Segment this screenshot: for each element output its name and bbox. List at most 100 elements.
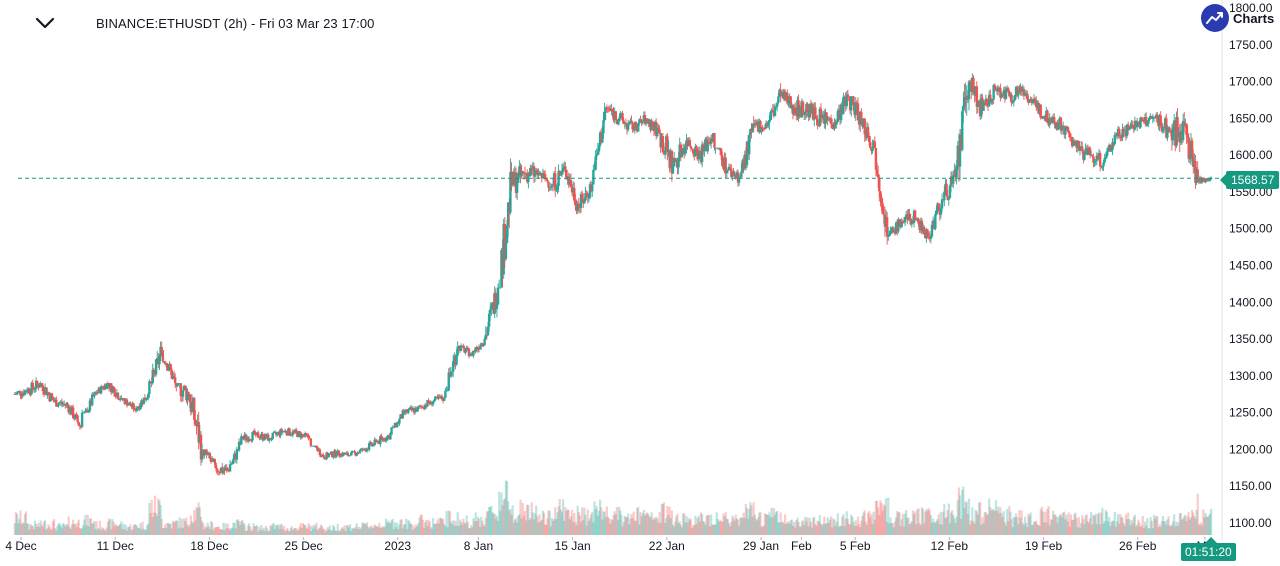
volume-bar [470, 525, 473, 535]
volume-bar [761, 526, 764, 535]
volume-bar [668, 506, 671, 535]
volume-bar [101, 527, 104, 535]
price-tick-label: 1750.00 [1229, 38, 1273, 52]
candle-body [16, 391, 20, 393]
volume-bar [1196, 493, 1199, 535]
volume-bar [1198, 525, 1202, 535]
volume-bar [574, 521, 577, 535]
volume-bar [116, 526, 120, 535]
volume-bar [180, 518, 183, 535]
candle-body [546, 179, 549, 182]
volume-bar [1095, 523, 1098, 535]
volume-bar [1160, 521, 1163, 535]
candle-body [268, 438, 271, 441]
candle-body [670, 150, 674, 174]
volume-bar [347, 527, 351, 535]
volume-bar [211, 522, 214, 535]
volume-bar [661, 504, 664, 535]
volume-bar [801, 520, 805, 535]
candle-body [467, 348, 471, 357]
volume-bar [1133, 514, 1137, 535]
volume-bar [527, 504, 530, 535]
candle-body [240, 436, 243, 445]
candle-body [37, 384, 40, 388]
candle-body [856, 103, 860, 120]
volume-bar [784, 514, 787, 535]
volume-bar [207, 526, 210, 535]
volume-bar [852, 521, 855, 535]
volume-bar [788, 523, 791, 535]
volume-bar [1043, 522, 1046, 535]
candle-body [764, 123, 768, 129]
volume-bar [623, 515, 626, 535]
volume-bar [242, 523, 245, 535]
candle-body [958, 134, 962, 167]
chevron-down-icon[interactable] [34, 12, 56, 34]
volume-bars [13, 480, 1213, 535]
volume-bar [414, 528, 417, 535]
candle-body [727, 166, 731, 171]
volume-bar [909, 523, 912, 535]
candle-body [94, 392, 97, 395]
candle-body [261, 433, 264, 440]
candle-body [395, 422, 399, 428]
volume-bar [1029, 512, 1032, 535]
volume-bar [791, 525, 795, 535]
candle-body [301, 434, 305, 436]
volume-bar [577, 512, 580, 535]
volume-bar [255, 525, 259, 535]
volume-bar [326, 527, 329, 535]
volume-bar [570, 510, 574, 535]
volume-bar [539, 521, 542, 535]
candle-body [976, 102, 980, 107]
candle-body [680, 151, 684, 157]
volume-bar [70, 524, 74, 535]
volume-bar [620, 514, 623, 535]
volume-bar [566, 509, 569, 535]
volume-bar [1031, 524, 1034, 535]
volume-bar [262, 527, 265, 535]
volume-bar [278, 528, 281, 535]
candle-body [1162, 127, 1166, 129]
candle-body [76, 415, 79, 423]
volume-bar [185, 517, 188, 535]
volume-bar [1115, 521, 1119, 535]
candle-body [1088, 148, 1092, 156]
time-tick-label: 11 Dec [97, 539, 134, 553]
brand-logo[interactable]: Charts [1201, 4, 1274, 32]
volume-bar [1197, 523, 1200, 535]
candle-body [762, 127, 766, 129]
volume-bar [148, 503, 151, 535]
volume-bar [1184, 514, 1187, 535]
volume-bar [678, 521, 681, 535]
candle-body [57, 403, 60, 406]
volume-bar [1059, 513, 1063, 535]
volume-bar [751, 516, 754, 535]
volume-bar [781, 521, 784, 535]
volume-bar [267, 531, 270, 535]
volume-bar [152, 512, 155, 535]
volume-bar [965, 502, 968, 535]
volume-bar [1035, 520, 1038, 535]
candle-body [863, 118, 866, 135]
volume-bar [234, 528, 237, 535]
candle-body [663, 150, 667, 154]
volume-bar [1016, 517, 1019, 535]
volume-bar [849, 524, 852, 535]
candle-body [490, 306, 493, 310]
volume-bar [1037, 525, 1040, 535]
volume-bar [181, 528, 185, 535]
candle-body [456, 346, 459, 356]
volume-bar [1177, 522, 1180, 535]
volume-bar [1140, 525, 1143, 535]
volume-bar [178, 517, 181, 535]
candle-body [55, 399, 58, 407]
volume-bar [845, 511, 848, 535]
candle-body [295, 429, 298, 434]
candle-body [432, 400, 436, 403]
volume-bar [489, 506, 492, 535]
volume-bar [230, 528, 233, 535]
volume-bar [425, 519, 428, 535]
candle-body [169, 364, 172, 371]
